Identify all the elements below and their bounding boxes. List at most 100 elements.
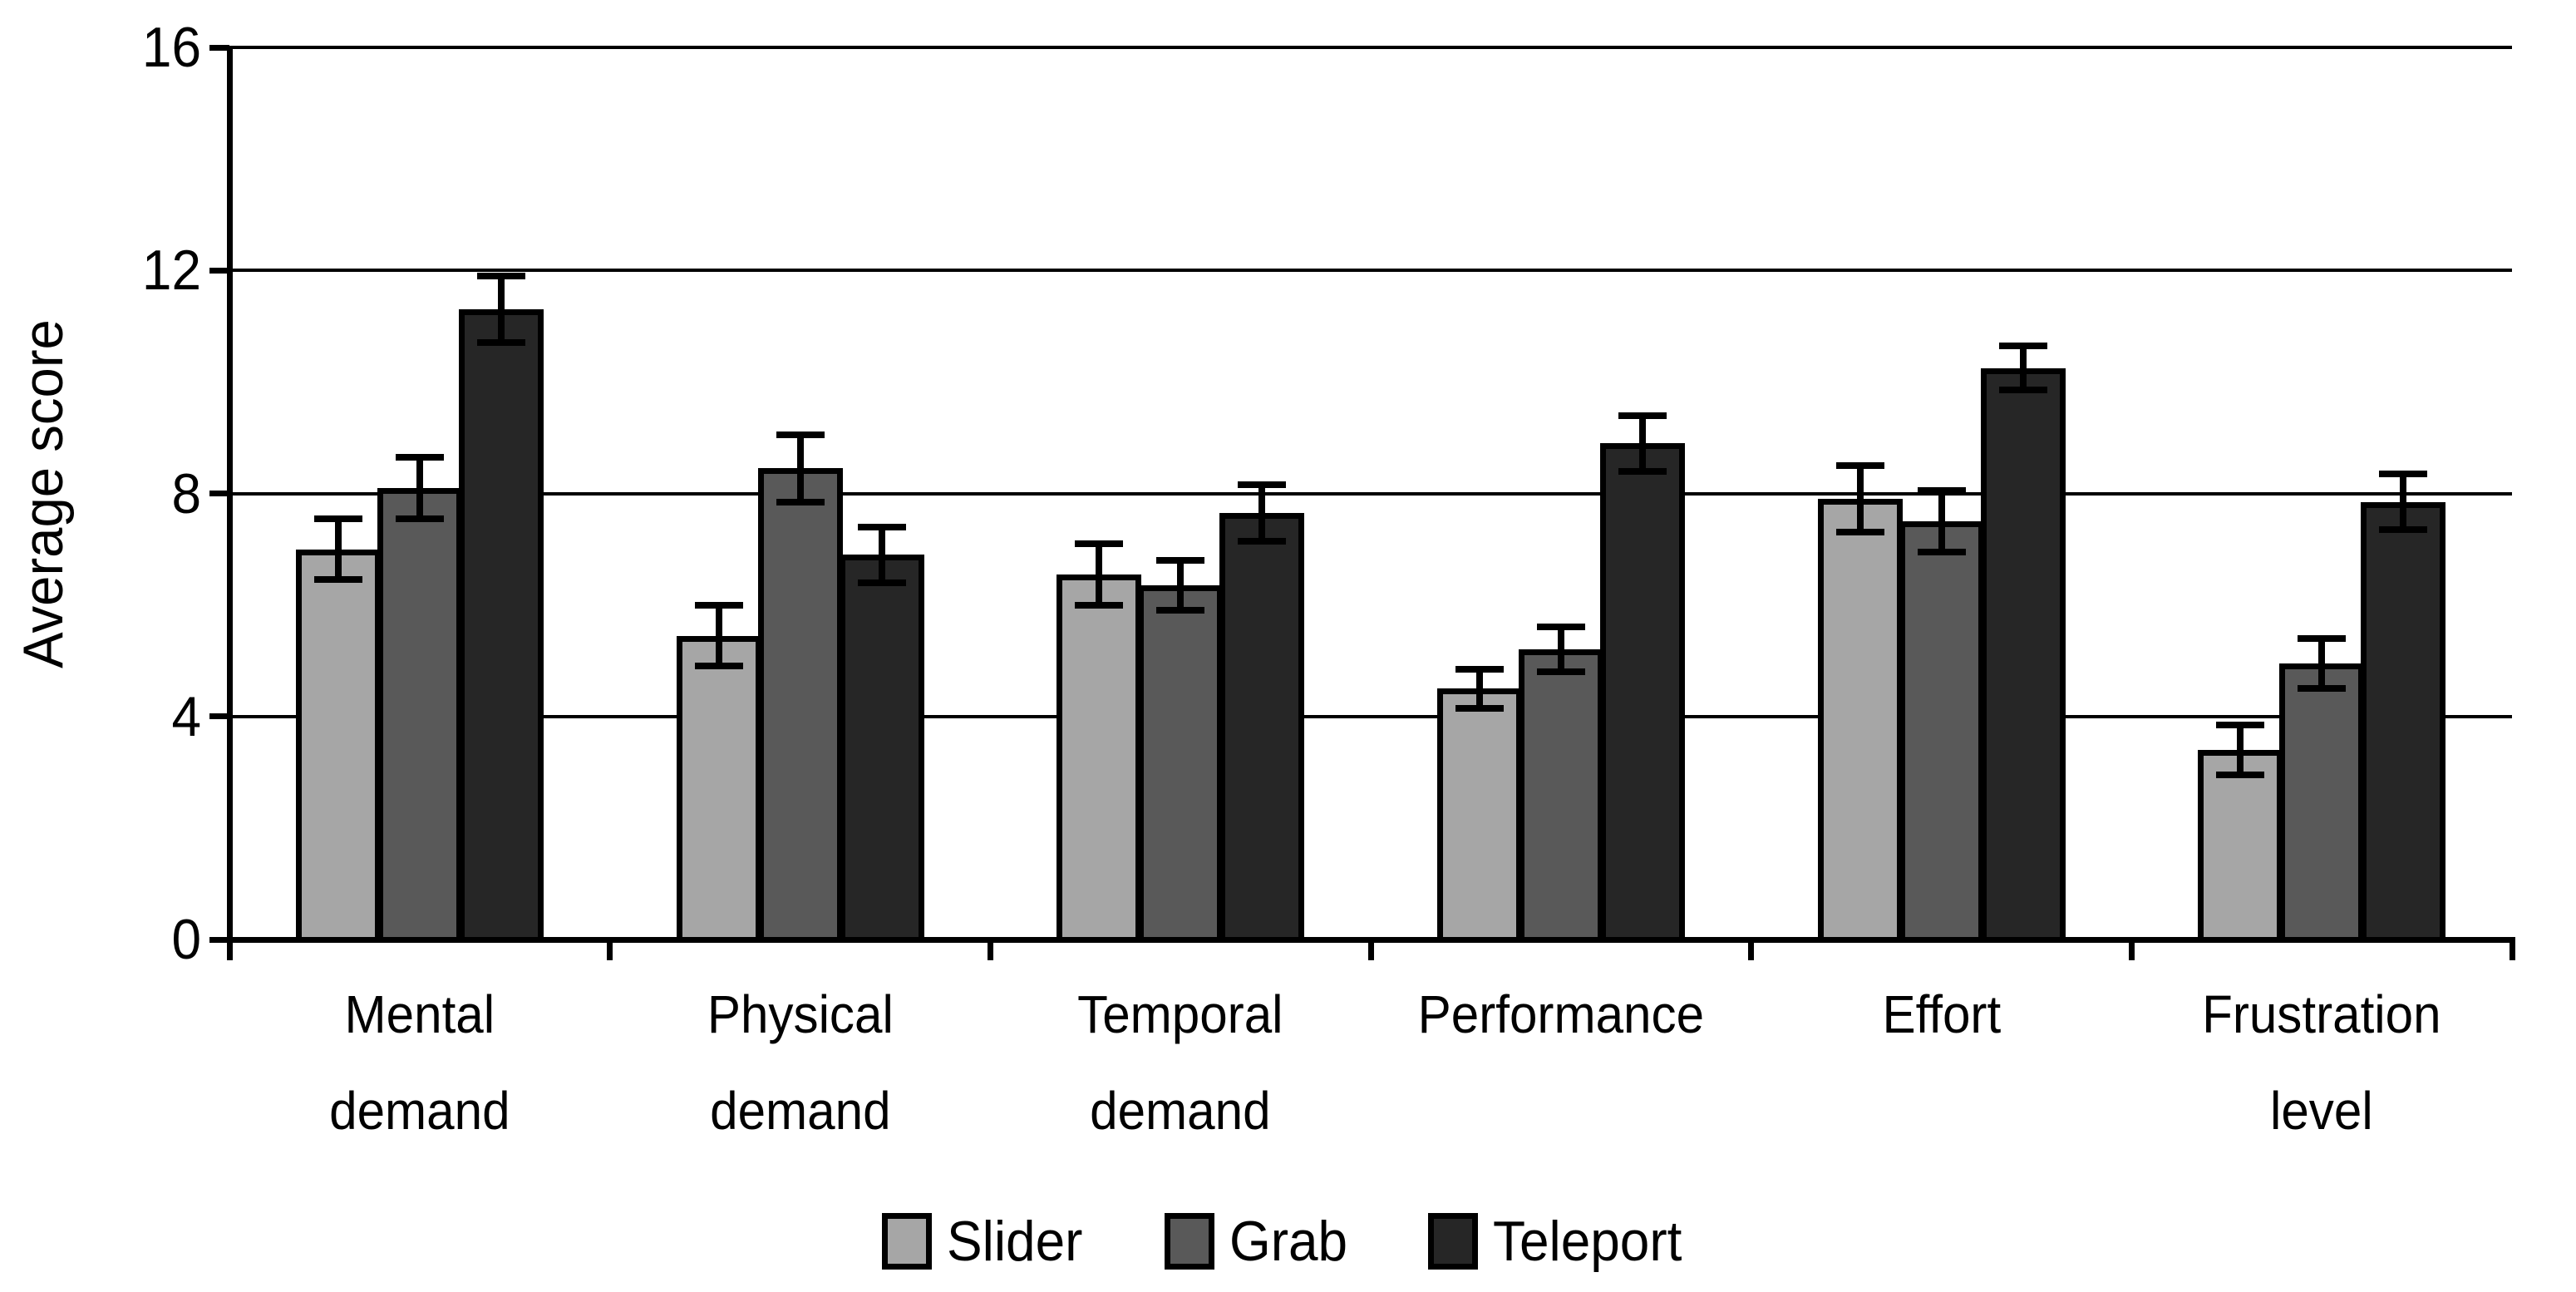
category-label: Temporal demand	[1002, 966, 1359, 1159]
y-tick-label: 8	[171, 461, 201, 525]
y-axis-tick	[209, 936, 229, 943]
error-bar-cap-bottom	[1238, 537, 1287, 545]
category-label-line: Physical	[707, 984, 894, 1044]
error-bar-cap-top	[1917, 487, 1966, 495]
bar-slider	[1057, 574, 1142, 939]
y-tick-label: 12	[141, 239, 201, 303]
error-bar	[1258, 485, 1266, 541]
error-bar-cap-bottom	[313, 576, 362, 584]
error-bar-cap-bottom	[1455, 704, 1504, 712]
legend: Slider Grab Teleport	[0, 1204, 2576, 1279]
y-tick-label: 16	[141, 16, 201, 79]
category-label: Effort	[1762, 966, 2120, 1063]
legend-item-slider: Slider	[882, 1211, 1091, 1271]
error-bar	[878, 526, 885, 583]
error-bar-cap-bottom	[1618, 467, 1667, 475]
error-bar-cap-top	[857, 523, 906, 530]
legend-swatch	[1428, 1213, 1479, 1270]
category-label: Frustration level	[2143, 966, 2500, 1159]
error-bar-cap-bottom	[1917, 548, 1966, 555]
bar-teleport	[839, 555, 924, 939]
error-bar-cap-bottom	[857, 579, 906, 586]
error-bar-cap-bottom	[776, 498, 825, 505]
error-bar-cap-top	[1618, 412, 1667, 419]
bar-grab	[757, 468, 843, 939]
y-tick-label: 4	[171, 684, 201, 748]
error-bar-cap-bottom	[2379, 526, 2428, 534]
error-bar-cap-bottom	[1536, 668, 1585, 676]
bar-teleport	[1599, 443, 1685, 939]
legend-swatch	[882, 1213, 933, 1270]
bar-slider	[1436, 688, 1522, 939]
bar-teleport	[458, 309, 544, 939]
error-bar-cap-top	[1455, 665, 1504, 673]
category-label: Mental demand	[241, 966, 598, 1159]
error-bar-cap-top	[313, 515, 362, 522]
error-bar-cap-bottom	[694, 663, 743, 670]
error-bar-cap-bottom	[1835, 529, 1884, 536]
error-bar-cap-top	[395, 453, 444, 461]
error-bar-cap-top	[776, 431, 825, 439]
x-axis-tick	[2128, 939, 2135, 960]
bar-grab	[1138, 585, 1224, 939]
error-bar	[334, 518, 342, 580]
x-axis-tick	[226, 939, 233, 960]
error-bar	[1096, 543, 1103, 605]
error-bar-cap-bottom	[476, 339, 525, 347]
legend-swatch	[1164, 1213, 1214, 1270]
y-axis-tick	[209, 491, 229, 496]
bar-teleport	[1980, 367, 2066, 939]
error-bar-cap-top	[1156, 556, 1205, 564]
error-bar-cap-top	[1835, 461, 1884, 469]
error-bar-cap-top	[2298, 634, 2347, 642]
legend-label: Teleport	[1493, 1210, 1682, 1273]
category-label-line: Mental	[344, 984, 495, 1044]
bar-teleport	[2361, 501, 2446, 939]
error-bar	[2400, 474, 2407, 530]
legend-item-teleport: Teleport	[1428, 1211, 1694, 1271]
error-bar-cap-bottom	[1075, 601, 1124, 609]
category-label-line: Temporal	[1077, 984, 1283, 1044]
category-label-line: Performance	[1417, 984, 1705, 1044]
error-bar-cap-top	[2216, 721, 2265, 728]
gridline	[229, 714, 2512, 718]
bar-slider	[2198, 749, 2283, 939]
error-bar-cap-top	[476, 272, 525, 279]
y-tick-label: 0	[171, 908, 201, 971]
error-bar	[1638, 415, 1646, 471]
category-label-line: demand	[329, 1081, 510, 1141]
bar-slider	[1817, 499, 1903, 939]
bar-slider	[676, 635, 761, 939]
category-label-line: demand	[709, 1081, 891, 1141]
x-axis-tick	[1748, 939, 1755, 960]
y-axis-line	[226, 47, 233, 960]
category-label-line: Effort	[1882, 984, 2001, 1044]
error-bar-cap-top	[2379, 471, 2428, 478]
category-label: Performance	[1382, 966, 1740, 1063]
error-bar-cap-bottom	[1156, 607, 1205, 614]
category-label-line: demand	[1090, 1081, 1271, 1141]
error-bar	[2019, 345, 2027, 391]
error-bar	[2237, 724, 2244, 776]
bar-grab	[1518, 649, 1603, 939]
gridline	[229, 46, 2512, 49]
bar-teleport	[1219, 512, 1305, 939]
error-bar-cap-top	[1536, 624, 1585, 631]
y-axis-tick	[209, 44, 229, 51]
error-bar	[1938, 491, 1945, 552]
error-bar-cap-top	[1998, 342, 2047, 349]
x-axis-tick	[607, 939, 613, 960]
error-bar-cap-bottom	[1998, 387, 2047, 394]
error-bar-cap-top	[1075, 540, 1124, 547]
x-axis-tick	[2509, 939, 2515, 960]
error-bar	[1557, 627, 1564, 673]
legend-item-grab: Grab	[1164, 1211, 1355, 1271]
error-bar-cap-top	[694, 601, 743, 609]
y-axis-tick	[209, 713, 229, 720]
bar-grab	[2279, 663, 2365, 939]
error-bar-cap-top	[1238, 481, 1287, 489]
category-label: Physical demand	[621, 966, 978, 1159]
error-bar-cap-bottom	[395, 515, 444, 522]
error-bar	[715, 604, 722, 667]
